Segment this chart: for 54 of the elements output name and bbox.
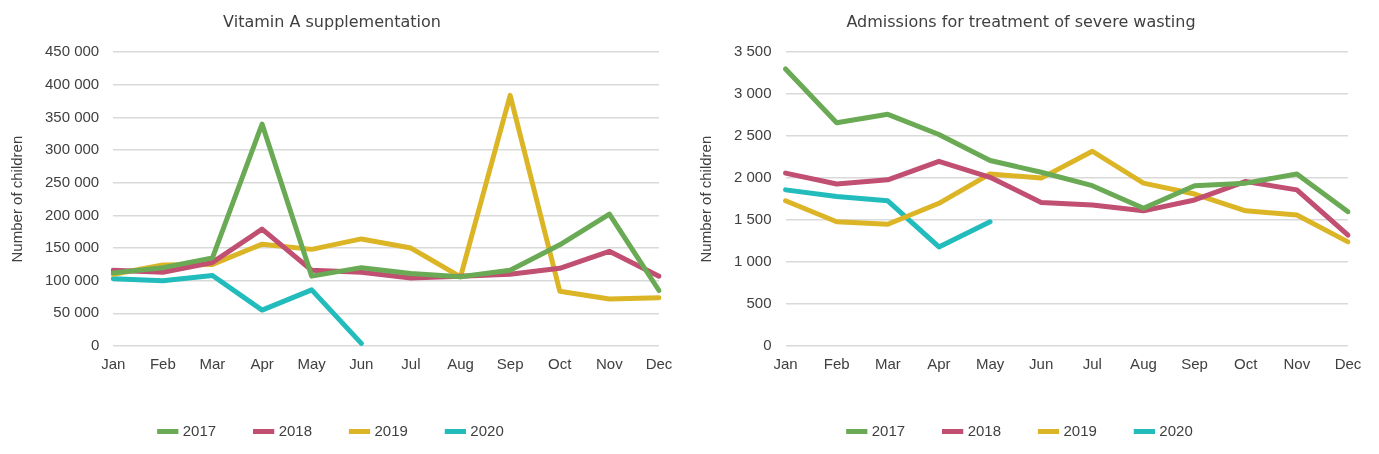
- legend-label: 2018: [967, 421, 1002, 439]
- x-tick-label: Jun: [349, 355, 374, 373]
- x-tick-label: Sep: [496, 355, 524, 373]
- x-tick-label: Nov: [1283, 355, 1311, 373]
- legend-label: 2017: [871, 421, 906, 439]
- chart-title: Vitamin A supplementation: [223, 11, 441, 31]
- y-tick-label: 2 000: [733, 168, 772, 186]
- x-tick-label: Dec: [645, 355, 673, 373]
- y-tick-label: 0: [90, 336, 100, 354]
- x-tick-label: Dec: [1334, 355, 1362, 373]
- legend-label: 2018: [278, 421, 313, 439]
- legend-label: 2020: [470, 421, 504, 439]
- y-tick-label: 2 500: [733, 126, 772, 144]
- x-tick-label: Aug: [447, 355, 474, 373]
- legend-label: 2017: [182, 421, 217, 439]
- x-tick-label: Feb: [823, 355, 850, 373]
- x-tick-label: Jun: [1029, 355, 1054, 373]
- x-tick-label: Feb: [149, 355, 176, 373]
- y-tick-label: 500: [746, 294, 772, 312]
- x-tick-label: Jul: [401, 355, 421, 373]
- x-tick-label: Jan: [101, 355, 126, 373]
- x-tick-label: May: [297, 355, 327, 373]
- y-tick-label: 100 000: [44, 270, 100, 288]
- chart-title: Admissions for treatment of severe wasting: [846, 11, 1196, 31]
- x-tick-label: May: [975, 355, 1005, 373]
- y-tick-label: 300 000: [44, 140, 100, 158]
- x-tick-label: Apr: [250, 355, 274, 373]
- y-tick-label: 450 000: [44, 42, 100, 60]
- y-axis-title: Number of children: [8, 135, 26, 263]
- y-tick-label: 150 000: [44, 238, 100, 256]
- y-tick-label: 3 500: [733, 42, 772, 60]
- y-tick-label: 1 500: [733, 210, 772, 228]
- x-tick-label: Aug: [1130, 355, 1157, 373]
- x-tick-label: Nov: [596, 355, 624, 373]
- legend-label: 2019: [1063, 421, 1097, 439]
- x-tick-label: Jul: [1082, 355, 1102, 373]
- y-tick-label: 350 000: [44, 107, 100, 125]
- x-tick-label: Oct: [548, 355, 573, 373]
- y-tick-label: 3 000: [733, 84, 772, 102]
- legend-label: 2019: [374, 421, 408, 439]
- x-tick-label: Mar: [874, 355, 901, 373]
- y-tick-label: 400 000: [44, 74, 100, 92]
- x-tick-label: Apr: [927, 355, 951, 373]
- x-tick-label: Sep: [1181, 355, 1208, 373]
- legend-label: 2020: [1159, 421, 1193, 439]
- x-tick-label: Jan: [773, 355, 798, 373]
- y-tick-label: 50 000: [53, 303, 100, 321]
- y-tick-label: 1 000: [733, 252, 772, 270]
- x-tick-label: Mar: [199, 355, 226, 373]
- y-tick-label: 250 000: [44, 172, 100, 190]
- y-tick-label: 200 000: [44, 205, 100, 223]
- y-tick-label: 0: [763, 336, 772, 354]
- y-axis-title: Number of children: [697, 135, 715, 263]
- x-tick-label: Oct: [1234, 355, 1259, 373]
